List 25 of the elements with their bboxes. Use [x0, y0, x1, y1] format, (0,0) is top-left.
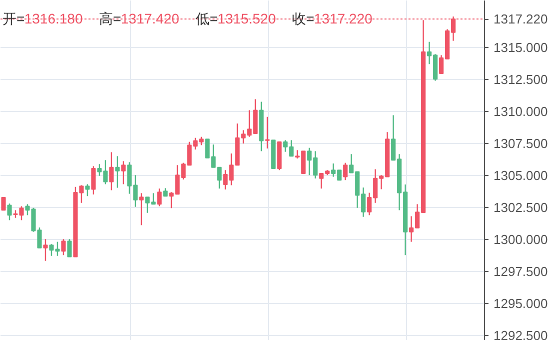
- candlestick: [265, 116, 270, 150]
- y-tick-label: 1312.500: [494, 72, 548, 87]
- candlestick: [61, 238, 66, 256]
- y-tick-label: 1302.500: [494, 200, 548, 215]
- candlestick: [343, 162, 348, 181]
- candlestick: [91, 166, 96, 196]
- y-tick-label: 1300.000: [494, 232, 548, 247]
- y-tick-label: 1310.000: [494, 104, 548, 119]
- candlestick: [139, 192, 144, 226]
- y-tick-label: 1297.500: [494, 264, 548, 279]
- candlestick: [67, 238, 72, 258]
- y-tick-label: 1315.000: [494, 40, 548, 55]
- y-tick-label: 1305.000: [494, 168, 548, 183]
- candlestick: [43, 238, 48, 262]
- y-tick-label: 1295.000: [494, 296, 548, 312]
- candlestick: [115, 156, 120, 188]
- y-tick-label: 1307.500: [494, 136, 548, 151]
- candlestick: [85, 184, 90, 197]
- candlestick: [7, 202, 12, 221]
- candlestick: [109, 152, 114, 191]
- candlestick: [1, 197, 6, 211]
- candlestick: [157, 188, 162, 207]
- candlestick: [121, 160, 126, 185]
- y-tick-label: 1292.500: [494, 328, 548, 340]
- ref-line-label: 1317.220: [494, 12, 548, 27]
